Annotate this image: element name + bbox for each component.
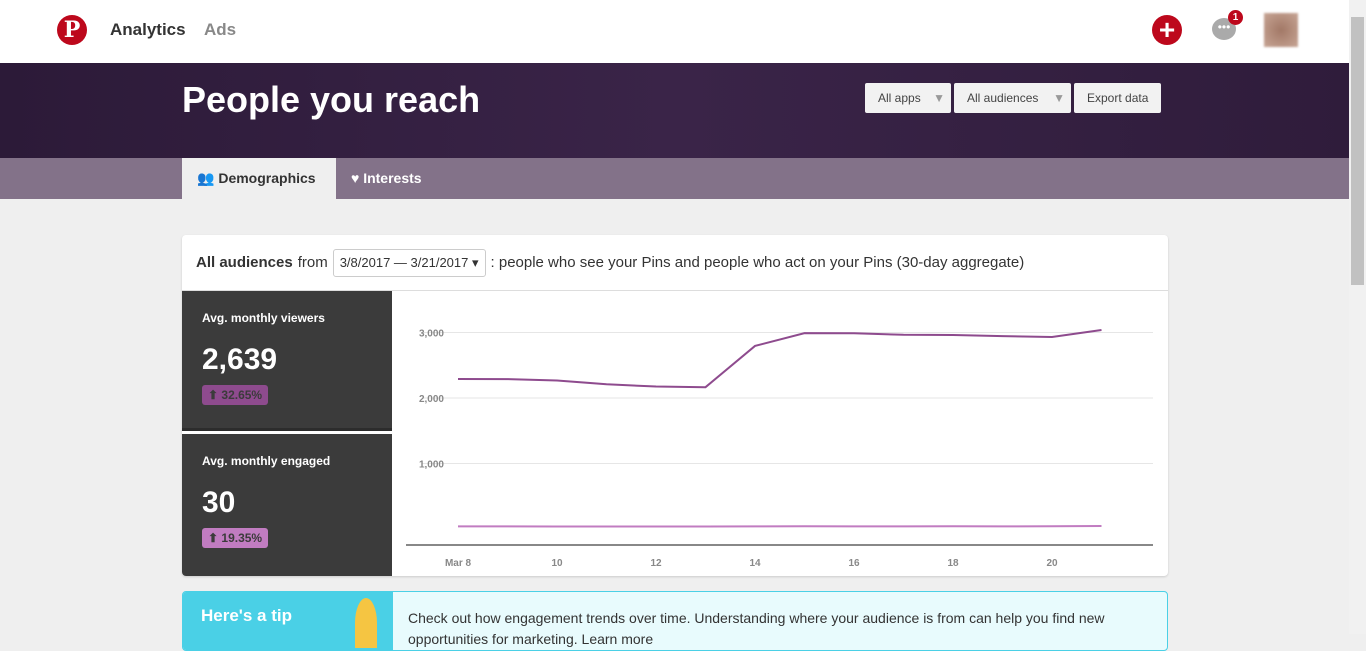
- notification-badge: 1: [1228, 10, 1243, 25]
- series-line-0: [458, 330, 1102, 387]
- card-header: All audiences from 3/8/2017 — 3/21/2017 …: [182, 235, 1168, 291]
- stat-viewers: Avg. monthly viewers 2,639 ⬆ 32.65%: [182, 291, 392, 431]
- export-data-button[interactable]: Export data: [1074, 83, 1161, 113]
- change-badge: ⬆ 32.65%: [202, 385, 268, 405]
- stat-value: 2,639: [202, 343, 372, 377]
- heart-icon: ♥: [351, 170, 359, 186]
- tab-bar: 👥 Demographics ♥ Interests: [0, 158, 1349, 199]
- change-value: 32.65%: [221, 388, 262, 402]
- change-badge: ⬆ 19.35%: [202, 528, 268, 548]
- audiences-label: All audiences: [967, 91, 1038, 105]
- audiences-dropdown[interactable]: All audiences ▼: [954, 83, 1071, 113]
- tab-label: Interests: [363, 170, 421, 186]
- create-plus-icon[interactable]: +: [1152, 15, 1182, 45]
- card-description: : people who see your Pins and people wh…: [491, 254, 1025, 271]
- x-tick-label: 18: [947, 558, 959, 569]
- scrollbar-thumb[interactable]: [1351, 17, 1364, 285]
- x-tick-label: 20: [1046, 558, 1058, 569]
- tab-interests[interactable]: ♥ Interests: [336, 158, 437, 199]
- top-bar: P Analytics Ads + ••• 1: [0, 0, 1349, 63]
- page-title: People you reach: [182, 79, 480, 121]
- x-tick-label: 16: [848, 558, 860, 569]
- stat-engaged: Avg. monthly engaged 30 ⬆ 19.35%: [182, 434, 392, 576]
- stat-label: Avg. monthly engaged: [202, 454, 372, 468]
- y-tick-label: 3,000: [419, 329, 444, 340]
- apps-label: All apps: [878, 91, 921, 105]
- dropdown-arrow-icon: ▼: [933, 83, 945, 113]
- change-value: 19.35%: [221, 531, 262, 545]
- tab-label: Demographics: [218, 170, 315, 186]
- stat-value: 30: [202, 486, 372, 520]
- stat-label: Avg. monthly viewers: [202, 311, 372, 325]
- tip-banner: Here's a tip Check out how engagement tr…: [182, 591, 1168, 651]
- date-range-picker[interactable]: 3/8/2017 — 3/21/2017 ▾: [333, 249, 486, 277]
- x-tick-label: 10: [551, 558, 563, 569]
- date-range: 3/8/2017 — 3/21/2017: [340, 255, 469, 270]
- x-tick-label: 14: [749, 558, 761, 569]
- y-tick-label: 1,000: [419, 460, 444, 471]
- tip-text: Check out how engagement trends over tim…: [408, 608, 1148, 650]
- header-banner: People you reach All apps ▼ All audience…: [0, 63, 1349, 158]
- from-label: from: [298, 254, 328, 271]
- audience-card: All audiences from 3/8/2017 — 3/21/2017 …: [182, 235, 1168, 576]
- nav-analytics[interactable]: Analytics: [110, 20, 186, 40]
- y-tick-label: 2,000: [419, 394, 444, 405]
- people-icon: 👥: [197, 170, 214, 186]
- dropdown-arrow-icon: ▼: [1053, 83, 1065, 113]
- x-tick-label: 12: [650, 558, 662, 569]
- avatar[interactable]: [1264, 13, 1298, 47]
- x-tick-label: Mar 8: [445, 558, 472, 569]
- audience-name: All audiences: [196, 254, 293, 271]
- lightbulb-icon: [355, 598, 377, 648]
- apps-dropdown[interactable]: All apps ▼: [865, 83, 951, 113]
- tab-demographics[interactable]: 👥 Demographics: [182, 158, 336, 199]
- nav-ads[interactable]: Ads: [204, 20, 236, 40]
- pinterest-logo[interactable]: P: [57, 15, 87, 45]
- reach-line-chart: 1,000 2,000 3,000 Mar 8 10 12 14 16 18 20: [392, 291, 1168, 576]
